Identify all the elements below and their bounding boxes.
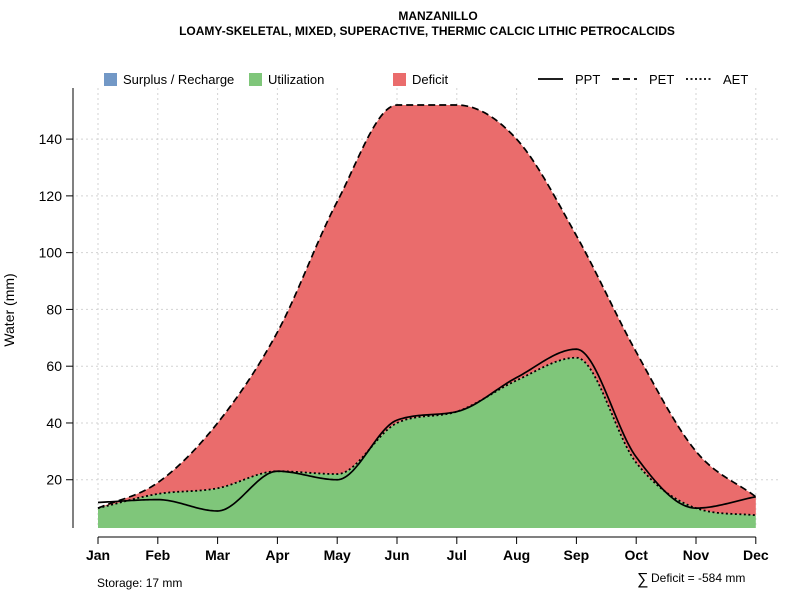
x-tick-label-apr: Apr: [265, 547, 290, 563]
legend-label-utilization: Utilization: [268, 72, 324, 87]
areas: [98, 105, 756, 528]
y-tick-label-20: 20: [46, 472, 62, 488]
x-tick-label-dec: Dec: [743, 547, 769, 563]
legend-label-ppt: PPT: [575, 72, 600, 87]
legend-label-pet: PET: [649, 72, 674, 87]
legend-label-deficit: Deficit: [412, 72, 449, 87]
chart-title: MANZANILLO: [398, 9, 477, 23]
legend-swatch-deficit: [393, 73, 406, 86]
x-tick-label-jan: Jan: [86, 547, 110, 563]
series-line-pet: [97, 104, 757, 509]
axes: 20 40 60 80 100 120 140 Jan Feb Mar Apr May Jun Jul Au…: [39, 88, 769, 563]
x-tick-label-feb: Feb: [145, 547, 170, 563]
legend-label-aet: AET: [723, 72, 748, 87]
y-tick-label-140: 140: [39, 131, 63, 147]
x-tick-label-nov: Nov: [683, 547, 710, 563]
legend-swatch-surplus-recharge: [104, 73, 117, 86]
legend: Surplus / Recharge Utilization Deficit PPT P…: [104, 72, 748, 87]
x-tick-label-may: May: [324, 547, 351, 563]
y-tick-label-60: 60: [46, 358, 62, 374]
x-tick-label-jul: Jul: [447, 547, 467, 563]
x-tick-label-jun: Jun: [385, 547, 410, 563]
utilization-area: [98, 357, 756, 528]
y-tick-label-40: 40: [46, 415, 62, 431]
storage-annotation: Storage: 17 mm: [97, 576, 182, 590]
x-tick-label-mar: Mar: [205, 547, 230, 563]
series-lines: [97, 104, 757, 517]
deficit-sum-symbol: ∑: [637, 571, 648, 588]
y-axis-label: Water (mm): [1, 273, 17, 346]
legend-swatch-utilization: [249, 73, 262, 86]
legend-label-surplus-recharge: Surplus / Recharge: [123, 72, 234, 87]
series-line-ppt: [97, 348, 756, 512]
deficit-annotation: Deficit = -584 mm: [651, 571, 745, 585]
x-tick-label-oct: Oct: [625, 547, 649, 563]
y-tick-label-120: 120: [39, 188, 63, 204]
x-tick-label-sep: Sep: [564, 547, 590, 563]
y-tick-label-100: 100: [39, 245, 63, 261]
x-tick-label-aug: Aug: [503, 547, 530, 563]
y-tick-label-80: 80: [46, 301, 62, 317]
chart-subtitle: LOAMY-SKELETAL, MIXED, SUPERACTIVE, THER…: [179, 24, 675, 38]
deficit-area: [98, 105, 756, 516]
